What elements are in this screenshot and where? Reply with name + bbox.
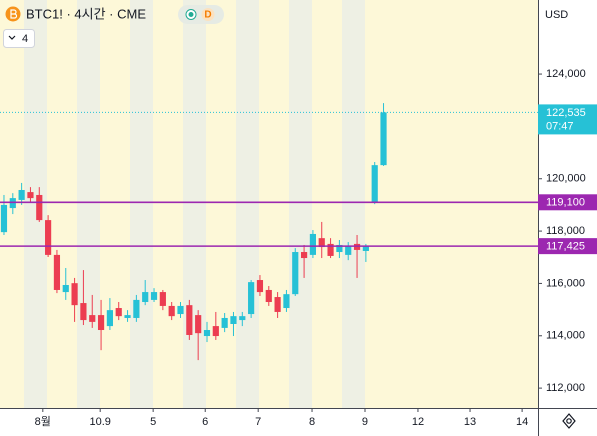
candle-body — [248, 282, 255, 315]
price-level-label: 117,425 — [546, 241, 585, 253]
candle-body — [36, 194, 43, 221]
delay-badge-text: D — [204, 10, 211, 21]
candle-body — [80, 303, 87, 321]
candle-body — [177, 305, 184, 315]
indicators-toggle[interactable] — [3, 29, 35, 48]
chevron-icon — [8, 35, 16, 40]
market-status-dot — [188, 12, 194, 17]
symbol-icon-glyph — [10, 9, 18, 19]
candle-body — [142, 292, 149, 303]
delay-badge — [201, 8, 215, 21]
indicator-count: 4 — [22, 33, 28, 45]
candle-body — [106, 310, 113, 327]
candle-body — [292, 252, 299, 295]
currency-label[interactable]: USD — [545, 9, 568, 21]
candle-body — [230, 316, 237, 324]
y-tick-label: 120,000 — [546, 173, 586, 185]
x-tick-label: 9 — [362, 416, 368, 428]
candle-body — [62, 284, 69, 293]
settings-icon[interactable] — [562, 413, 576, 429]
candle-body — [71, 283, 78, 306]
y-tick-label: 118,000 — [546, 225, 585, 237]
y-tick-label: 124,000 — [546, 68, 586, 80]
candle-body — [97, 315, 105, 331]
candle-body — [195, 315, 202, 334]
candle-body — [256, 280, 264, 293]
x-tick-label: 5 — [150, 416, 156, 428]
candle-body — [309, 233, 317, 255]
candle-body — [371, 165, 378, 203]
x-tick-label: 8 — [309, 416, 315, 428]
candle-body — [283, 294, 290, 309]
candle-body — [265, 289, 272, 303]
candle-body — [221, 317, 228, 328]
legend-header: BTC1! · 4시간 · CME D 4 — [3, 5, 224, 48]
x-tick-label: 14 — [516, 416, 528, 428]
candle-body — [168, 305, 175, 317]
candle-body — [274, 297, 281, 312]
candle-body — [53, 254, 61, 290]
candle-body — [239, 316, 246, 321]
countdown-label: 07:47 — [546, 120, 574, 132]
candle-body — [300, 252, 308, 259]
candle-body — [336, 244, 343, 253]
candle-body — [27, 192, 34, 199]
x-tick-label: 13 — [464, 416, 476, 428]
candle-body — [212, 326, 219, 337]
candle-body — [380, 112, 387, 166]
candle-body — [115, 308, 122, 317]
candle-body — [186, 305, 193, 335]
candle-body — [362, 246, 369, 251]
price-level-label: 119,100 — [546, 197, 585, 209]
symbol-title: BTC1! · 4시간 · CME — [26, 6, 146, 21]
price-level-box — [538, 238, 597, 255]
last-price-label: 122,535 — [546, 107, 586, 119]
candle-body — [327, 243, 334, 256]
status-pill[interactable] — [178, 5, 224, 24]
x-tick-label: 10.9 — [89, 416, 110, 428]
candle-body — [150, 292, 158, 300]
price-level-box — [538, 194, 597, 211]
x-tick-label: 7 — [255, 416, 261, 428]
y-tick-label: 116,000 — [546, 277, 585, 289]
candle-body — [89, 315, 96, 322]
candle-body — [133, 299, 140, 318]
candle-body — [203, 330, 211, 337]
y-tick-label: 114,000 — [546, 330, 585, 342]
candle-body — [345, 246, 352, 255]
candle-body — [124, 315, 131, 318]
x-tick-label: 6 — [202, 416, 208, 428]
candle-body — [0, 204, 8, 233]
x-tick-label: 8월 — [35, 415, 51, 428]
candle-body — [45, 220, 52, 255]
candle-body — [18, 189, 25, 200]
y-tick-label: 112,000 — [546, 382, 585, 394]
candle-body — [159, 292, 166, 306]
last-price-box — [538, 104, 597, 135]
candle-body — [318, 238, 325, 248]
x-tick-label: 12 — [412, 416, 424, 428]
